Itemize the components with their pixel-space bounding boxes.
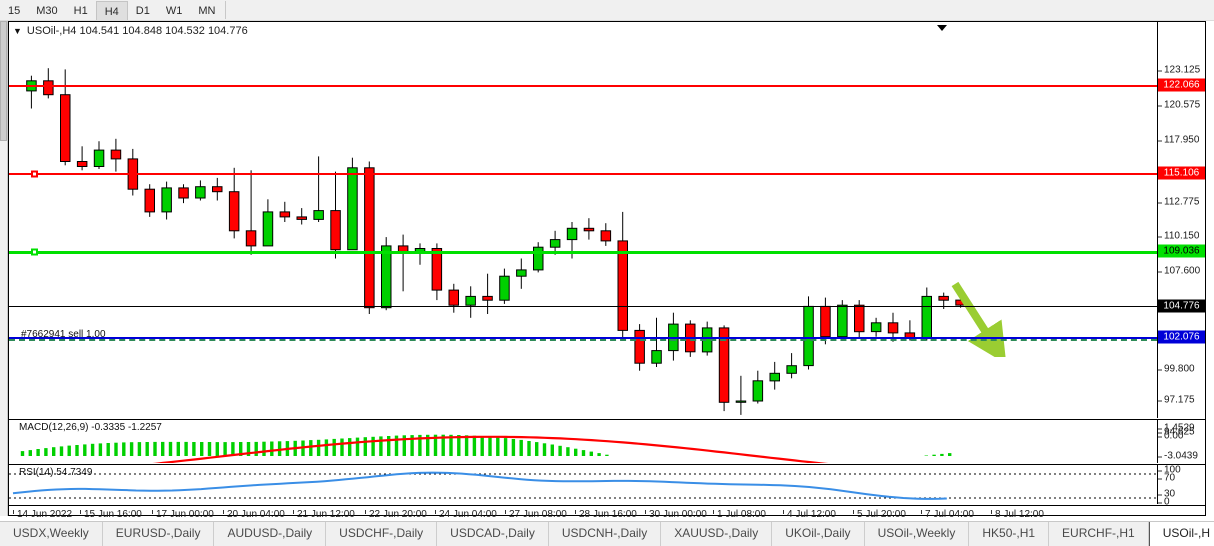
time-axis-tick: 30 Jun 00:00 [645,509,707,520]
order-label: #7662941 sell 1.00 [21,329,106,340]
price-tag-support-109[interactable]: 109.036 [1158,244,1205,258]
time-axis-tick: 8 Jul 12:00 [991,509,1044,520]
chart-window[interactable]: ▼ USOil-,H4 104.541 104.848 104.532 104.… [8,21,1206,520]
rsi-indicator-panel[interactable]: RSI(14) 54.7349 100 70 30 0 [9,464,1205,508]
macd-plot-area: MACD(12,26,9) -0.3335 -1.2257 [9,420,1157,463]
rsi-scale-tick: 30 [1158,489,1175,500]
time-axis-tick: 28 Jun 16:00 [575,509,637,520]
rsi-scale-tick: 70 [1158,473,1175,484]
line-anchor-handle-109[interactable] [31,248,38,256]
timeframe-button-mn[interactable]: MN [190,1,223,19]
timeframe-button-m30[interactable]: M30 [28,1,65,19]
time-axis-tick: 20 Jun 04:00 [223,509,285,520]
chart-tab-usdchf-daily[interactable]: USDCHF-,Daily [326,522,438,546]
chart-tab-eurchf-h1[interactable]: EURCHF-,H1 [1049,522,1149,546]
sell-order-line[interactable] [9,337,1157,339]
macd-series [20,434,952,463]
time-axis-tick: 7 Jul 04:00 [921,509,974,520]
price-tick: 94.625 [1158,427,1195,438]
price-tick: 120.575 [1158,100,1200,111]
support-line-109[interactable] [9,251,1157,254]
resistance-line-122[interactable] [9,85,1157,87]
macd-label: MACD(12,26,9) -0.3335 -1.2257 [19,422,162,433]
timeframe-toolbar: 15 M30 H1 H4 D1 W1 MN [0,0,1214,21]
cursor-position-marker [937,25,947,31]
rsi-scale-tick: 0 [1158,497,1170,508]
price-tick: 110.150 [1158,231,1199,242]
toolbar-separator [225,1,227,19]
time-axis-tick: 22 Jun 20:00 [365,509,427,520]
scrollbar-thumb[interactable] [0,21,7,141]
chart-tab-ukoil-daily[interactable]: UKOil-,Daily [772,522,865,546]
macd-indicator-panel[interactable]: MACD(12,26,9) -0.3335 -1.2257 1.4529 0.0… [9,419,1205,463]
time-axis-tick: 21 Jun 12:00 [293,509,355,520]
price-tick: 107.600 [1158,266,1200,277]
price-tag-current: 104.776 [1158,299,1205,313]
time-axis-tick: 1 Jul 08:00 [713,509,766,520]
chart-tab-usdcad-daily[interactable]: USDCAD-,Daily [437,522,549,546]
time-axis-tick: 5 Jul 20:00 [853,509,906,520]
candlestick-series [26,68,966,415]
chart-symbol-ohlc-label: USOil-,H4 104.541 104.848 104.532 104.77… [26,25,248,37]
chart-tab-eurusd-daily[interactable]: EURUSD-,Daily [103,522,215,546]
macd-scale-tick: 1.4529 [1158,423,1195,434]
price-tick: 99.800 [1158,364,1195,375]
time-axis: 14 Jun 2022 15 Jun 16:00 17 Jun 00:00 20 Ju… [9,505,1205,520]
time-axis-tick: 27 Jun 08:00 [505,509,567,520]
rsi-series [9,471,1157,500]
price-tick: 112.775 [1158,197,1199,208]
chart-tab-usdx-weekly[interactable]: USDX,Weekly [0,522,103,546]
timeframe-button-h1[interactable]: H1 [66,1,96,19]
timeframe-button-h4[interactable]: H4 [95,0,128,20]
collapse-triangle-icon[interactable]: ▼ [13,25,22,36]
time-axis-tick: 14 Jun 2022 [12,509,73,520]
macd-scale-tick: -3.0439 [1158,451,1198,462]
chart-tab-audusd-daily[interactable]: AUDUSD-,Daily [214,522,327,546]
timeframe-button-d1[interactable]: D1 [128,1,158,19]
time-axis-tick: 17 Jun 00:00 [152,509,214,520]
chart-tab-hk50-h1[interactable]: HK50-,H1 [969,522,1050,546]
price-plot-area[interactable]: #7662941 sell 1.00 [9,22,1157,418]
price-tick: 117.950 [1158,135,1199,146]
macd-scale-tick: 0.00 [1158,431,1183,442]
price-tag-sell-order[interactable]: 102.076 [1158,330,1205,344]
timeframe-button-w1[interactable]: W1 [158,1,191,19]
chart-tab-usdcnh-daily[interactable]: USDCNH-,Daily [549,522,662,546]
time-axis-tick: 15 Jun 16:00 [80,509,142,520]
order-takeprofit-dashed-line[interactable] [9,339,1157,341]
chart-tab-active-usoil-h4[interactable]: USOil-,H [1148,522,1214,546]
chart-tab-list[interactable]: USDX,Weekly EURUSD-,Daily AUDUSD-,Daily USD… [0,522,1214,546]
timeframe-button-m15[interactable]: 15 [0,1,28,19]
rsi-scale-axis: 100 70 30 0 [1157,465,1205,508]
rsi-plot-area: RSI(14) 54.7349 [9,465,1157,504]
price-scale-axis[interactable]: 123.125 122.066 120.575 117.950 115.106 … [1157,22,1205,438]
time-tick-container: 14 Jun 2022 15 Jun 16:00 17 Jun 00:00 20 Ju… [9,506,1157,520]
resistance-line-115[interactable] [9,173,1157,175]
rsi-label: RSI(14) 54.7349 [19,467,93,478]
time-axis-tick: 24 Jun 04:00 [435,509,497,520]
time-axis-tick: 4 Jul 12:00 [783,509,836,520]
price-tick: 123.125 [1158,65,1200,76]
current-price-line [9,306,1157,307]
line-anchor-handle-115[interactable] [31,170,38,178]
macd-scale-axis: 1.4529 0.00 -3.0439 [1157,420,1205,463]
rsi-scale-tick: 100 [1158,465,1181,476]
price-chart-panel[interactable]: #7662941 sell 1.00 123.125 122.066 120.5… [9,22,1205,438]
chart-tab-xauusd-daily[interactable]: XAUUSD-,Daily [661,522,773,546]
chart-header: ▼ USOil-,H4 104.541 104.848 104.532 104.… [13,25,248,37]
price-tag-resistance-122[interactable]: 122.066 [1158,78,1205,92]
price-tick: 97.175 [1158,395,1195,406]
price-tag-resistance-115[interactable]: 115.106 [1158,166,1205,180]
chart-tab-bar[interactable]: USDX,Weekly EURUSD-,Daily AUDUSD-,Daily USD… [0,521,1214,546]
vertical-scrollbar[interactable] [0,21,8,516]
chart-tab-usoil-weekly[interactable]: USOil-,Weekly [865,522,970,546]
